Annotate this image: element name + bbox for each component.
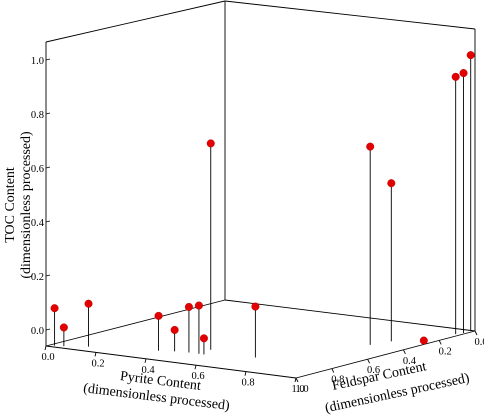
data-point	[459, 69, 468, 78]
z-tick-label: 1.0	[31, 56, 44, 67]
data-point	[84, 299, 93, 308]
y-axis-ticks: 0.0 0.2 0.4 0.6 0.8 1.0	[295, 330, 484, 395]
data-point	[466, 51, 475, 60]
stem-lines	[54, 55, 472, 358]
data-point	[251, 302, 260, 311]
x-tick-mark	[94, 352, 97, 357]
y-tick-mark	[438, 340, 442, 345]
data-point	[154, 311, 163, 320]
z-axis-title-line1: TOC Content	[3, 167, 18, 243]
data-point	[419, 336, 428, 345]
x-axis-ticks: 0.0 0.2 0.4 0.6 0.8 1.0	[41, 345, 305, 395]
z-tick-mark	[45, 274, 51, 277]
box-edge	[224, 0, 476, 30]
z-axis-ticks: 0.0 0.2 0.4 0.6 0.8 1.0	[31, 56, 51, 337]
data-point	[206, 139, 215, 148]
y-tick-label: 0.4	[403, 356, 417, 367]
y-tick-label: 1.0	[295, 384, 308, 395]
axes-box	[45, 0, 476, 379]
floor-edge	[224, 299, 476, 332]
data-point	[184, 302, 193, 311]
floor-edge	[295, 330, 476, 379]
y-tick-label: 0.0	[474, 337, 484, 348]
x-tick-mark	[44, 345, 47, 351]
data-point	[170, 325, 179, 334]
z-axis-title-line2: (dimensionless processed)	[19, 131, 34, 279]
data-point	[59, 323, 68, 332]
data-point	[199, 334, 208, 343]
z-tick-mark	[45, 166, 51, 169]
z-tick-mark	[45, 58, 51, 61]
z-tick-mark	[45, 328, 51, 331]
z-tick-mark	[45, 112, 51, 115]
x-tick-label: 0.8	[241, 378, 254, 389]
x-tick-mark	[244, 371, 247, 376]
data-point	[387, 179, 396, 188]
data-point	[366, 142, 375, 151]
x-tick-mark	[194, 365, 197, 370]
data-point	[451, 72, 460, 81]
z-tick-label: 0.6	[31, 164, 44, 175]
z-tick-label: 0.2	[31, 272, 44, 283]
y-tick-mark	[331, 368, 335, 373]
y-tick-label: 0.8	[331, 375, 344, 386]
data-point	[50, 304, 59, 313]
z-tick-mark	[45, 220, 51, 223]
x-tick-label: 1.0	[291, 384, 304, 395]
data-point	[194, 301, 203, 310]
y-tick-mark	[367, 358, 371, 364]
x-tick-label: 0.4	[141, 365, 155, 376]
y-tick-mark	[402, 349, 406, 355]
floor-edge	[45, 299, 226, 347]
floor-edge	[45, 345, 297, 379]
z-tick-label: 0.4	[31, 218, 45, 229]
y-tick-label: 0.2	[439, 346, 452, 357]
x-tick-label: 0.2	[91, 358, 104, 369]
y-tick-mark	[295, 377, 299, 383]
z-tick-label: 0.0	[31, 326, 44, 337]
y-tick-label: 0.6	[367, 365, 380, 376]
box-edge	[45, 0, 226, 43]
x-tick-mark	[144, 358, 147, 363]
y-tick-mark	[474, 330, 478, 336]
x-tick-label: 0.6	[191, 371, 204, 382]
x-tick-label: 0.0	[41, 352, 54, 363]
data-points	[50, 51, 475, 345]
z-tick-label: 0.8	[31, 110, 44, 121]
